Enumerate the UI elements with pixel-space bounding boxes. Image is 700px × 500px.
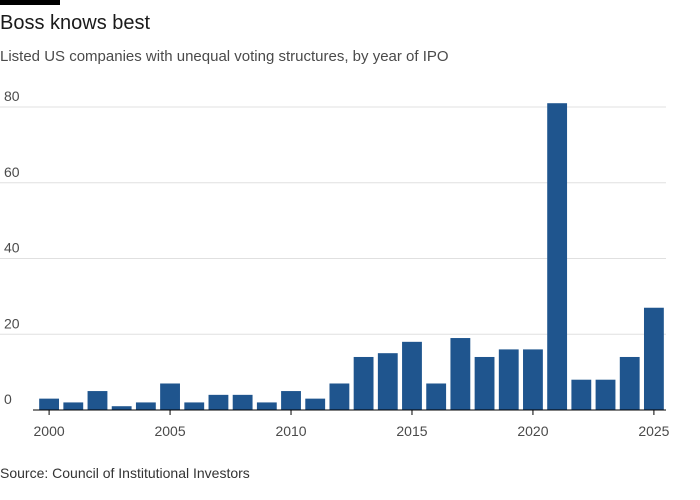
y-tick-label: 80 [4, 88, 20, 104]
bar-2008 [232, 394, 253, 410]
bar-2001 [63, 402, 84, 410]
bar-2022 [571, 379, 592, 410]
bar-2010 [281, 391, 301, 410]
bar-2025 [643, 307, 664, 410]
bar-2021 [547, 103, 568, 411]
y-tick-label: 40 [4, 240, 20, 256]
bar-2009 [256, 402, 277, 410]
x-tick-label: 2025 [638, 423, 669, 439]
y-tick-label: 60 [4, 164, 20, 180]
x-tick-label: 2010 [275, 423, 306, 439]
x-tick-label: 2020 [517, 423, 548, 439]
bar-2002 [87, 391, 108, 410]
bars [39, 103, 664, 411]
y-tick-label: 20 [4, 315, 20, 331]
x-tick-label: 2015 [396, 423, 427, 439]
x-tick-label: 2000 [34, 423, 65, 439]
y-tick-label: 0 [4, 391, 12, 407]
bar-2020 [523, 349, 543, 410]
source-note: Source: Council of Institutional Investo… [0, 465, 250, 481]
x-axis-tick-labels: 2000 2005 2010 2015 2020 2025 [34, 410, 670, 439]
bar-2014 [377, 353, 398, 410]
bar-2019 [498, 349, 519, 410]
y-axis-tick-labels: 0 20 40 60 80 [4, 88, 20, 407]
bar-2011 [305, 398, 326, 410]
bar-2003 [111, 406, 132, 410]
bar-2015 [402, 341, 422, 410]
bar-2016 [426, 383, 447, 410]
bar-2005 [160, 383, 180, 410]
chart-title: Boss knows best [0, 12, 151, 34]
bar-2017 [450, 338, 471, 410]
bar-2024 [619, 356, 640, 410]
bar-2000 [39, 398, 60, 410]
top-accent-rule [0, 0, 60, 5]
chart-subtitle: Listed US companies with unequal voting … [0, 48, 449, 65]
bar-2013 [353, 356, 374, 410]
bar-chart: 0 20 40 60 80 2000 2005 2010 2015 2020 2025 [0, 88, 670, 439]
bar-2004 [135, 402, 156, 410]
x-tick-label: 2005 [154, 423, 185, 439]
bar-2007 [208, 394, 229, 410]
bar-2018 [474, 356, 495, 410]
bar-2012 [329, 383, 350, 410]
bar-2006 [184, 402, 205, 410]
bar-2023 [595, 379, 616, 410]
